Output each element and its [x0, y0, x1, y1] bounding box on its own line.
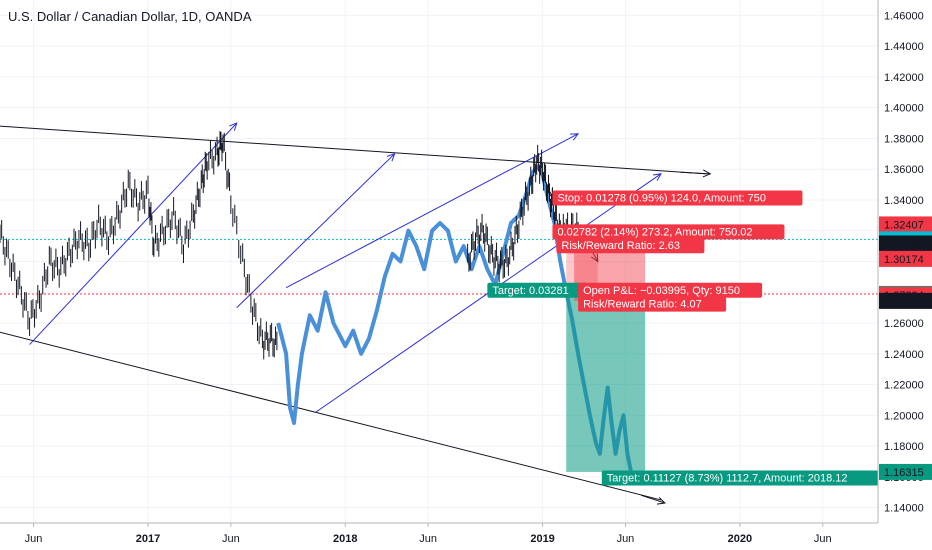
price-tag-bg[interactable]: [879, 463, 932, 480]
position-label-4-bg: [578, 282, 763, 298]
position-label-4: Open P&L: −0.03995, Qty: 9150: [583, 285, 740, 297]
y-tick-label: 1.42000: [884, 72, 924, 84]
x-tick-label: Jun: [419, 533, 437, 545]
channel-upper-line[interactable]: [0, 125, 707, 175]
price-series: [0, 130, 634, 475]
x-tick-label: Jun: [617, 533, 635, 545]
drawing-tools[interactable]: [0, 122, 878, 505]
position-label-2: Risk/Reward Ratio: 2.63: [561, 240, 680, 252]
grid: [0, 0, 878, 523]
trend-arrow-3-head[interactable]: [570, 133, 580, 141]
chart-title: U.S. Dollar / Canadian Dollar, 1D, OANDA: [8, 9, 252, 24]
x-tick-label: 2019: [530, 533, 554, 545]
price-tag-bg[interactable]: [879, 292, 932, 309]
price-tag[interactable]: 1.27442: [884, 296, 924, 308]
x-tick-label: 2020: [728, 533, 752, 545]
position-label-2-bg: [556, 238, 705, 254]
position-label-5-bg: [578, 296, 727, 312]
channel-upper-arrow-head[interactable]: [702, 169, 712, 178]
position-overlays[interactable]: [566, 224, 646, 472]
channel-upper-arrow[interactable]: [680, 171, 711, 175]
channel-lower-line[interactable]: [0, 331, 662, 501]
y-tick-label: 1.22000: [884, 380, 924, 392]
position-label-0: Stop: 0.01278 (0.95%) 124.0, Amount: 750: [557, 193, 766, 205]
position-label-6: Target: 0.11127 (8.73%) 1112.7, Amount: …: [607, 472, 848, 484]
price-tag-bg[interactable]: [879, 216, 932, 233]
position-label-0-bg: [552, 190, 803, 206]
trend-arrow-2[interactable]: [236, 153, 395, 309]
position-labels: Stop: 0.01278 (0.95%) 124.0, Amount: 750…: [487, 190, 894, 486]
trend-arrow-3[interactable]: [285, 133, 579, 289]
y-tick-label: 1.26000: [884, 318, 924, 330]
y-tick-label: 1.44000: [884, 41, 924, 53]
projection-arrow-2-head[interactable]: [590, 253, 599, 263]
position-label-6-bg: [601, 470, 894, 486]
x-tick-label: Jun: [25, 533, 43, 545]
time-axis[interactable]: Jun 2017 Jun 2018 Jun 2019 Jun 2020 Jun: [0, 522, 932, 550]
x-tick-label: 2018: [333, 533, 357, 545]
position-label-1: 0.02782 (2.14%) 273.2, Amount: 750.02: [557, 226, 752, 238]
position-label-1-bg: [552, 224, 785, 240]
trend-arrow-4-head[interactable]: [652, 173, 662, 182]
price-axis[interactable]: 1.46000 1.44000 1.42000 1.40000 1.38000 1.360…: [877, 0, 932, 523]
price-tag[interactable]: 1.32407: [884, 219, 924, 231]
y-tick-label: 1.14000: [884, 503, 924, 515]
y-tick-label: 1.18000: [884, 441, 924, 453]
trend-arrow-1-head[interactable]: [229, 122, 238, 131]
y-tick-label: 1.34000: [884, 195, 924, 207]
y-tick-label: 1.36000: [884, 164, 924, 176]
trend-arrow-2-head[interactable]: [386, 153, 396, 162]
x-tick-label: 2017: [136, 533, 160, 545]
y-tick-label: 1.40000: [884, 103, 924, 115]
x-tick-label: Jun: [222, 533, 240, 545]
y-tick-label: 1.38000: [884, 133, 924, 145]
position-label-3: Target: 0.03281: [492, 285, 568, 297]
price-tag-bg[interactable]: [879, 235, 932, 252]
channel-lower-arrow-head[interactable]: [656, 497, 667, 505]
profit-target-zone[interactable]: [566, 293, 646, 472]
time-axis-background: [0, 523, 932, 550]
price-tag[interactable]: 1.30174: [884, 254, 924, 266]
y-tick-label: 1.46000: [884, 10, 924, 22]
price-tag[interactable]: 1.16315: [884, 467, 924, 479]
position-label-5: Risk/Reward Ratio: 4.07: [583, 299, 702, 311]
trend-arrow-1[interactable]: [29, 122, 238, 345]
y-tick-label: 1.24000: [884, 349, 924, 361]
x-tick-label: Jun: [814, 533, 832, 545]
position-label-3-bg: [487, 282, 588, 298]
price-tag-bg[interactable]: [879, 250, 932, 267]
y-tick-label: 1.20000: [884, 410, 924, 422]
price-tag[interactable]: 1.31167: [884, 239, 923, 251]
channel-lower-arrow[interactable]: [641, 494, 666, 504]
